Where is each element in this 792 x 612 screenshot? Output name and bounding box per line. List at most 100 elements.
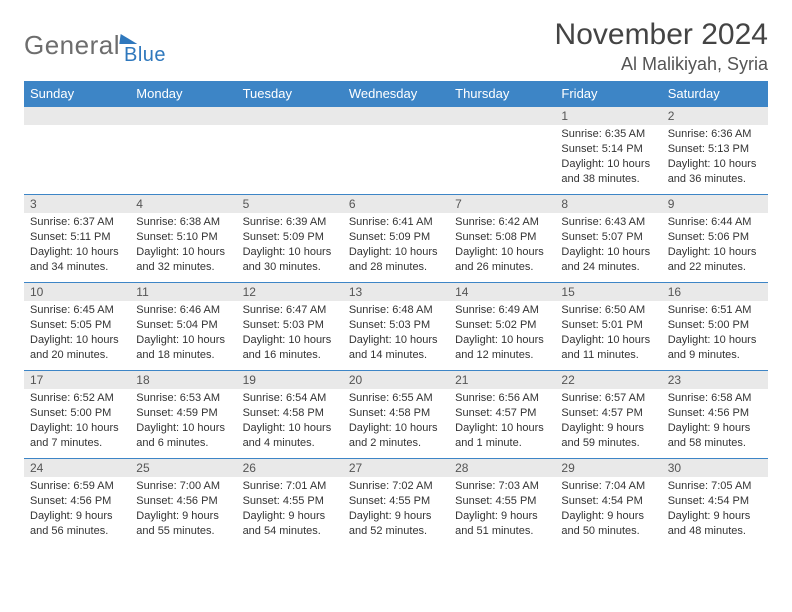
daylight-text: Daylight: 10 hours and 14 minutes. [349, 333, 445, 363]
page-header: General Blue November 2024 Al Malikiyah,… [24, 18, 768, 75]
daylight-text: Daylight: 10 hours and 2 minutes. [349, 421, 445, 451]
day-number: 11 [130, 283, 236, 301]
col-wednesday: Wednesday [343, 81, 449, 107]
sunset-text: Sunset: 4:56 PM [30, 494, 126, 509]
sunset-text: Sunset: 5:03 PM [243, 318, 339, 333]
daylight-text: Daylight: 10 hours and 4 minutes. [243, 421, 339, 451]
sunrise-text: Sunrise: 6:46 AM [136, 303, 232, 318]
daylight-text: Daylight: 10 hours and 24 minutes. [561, 245, 657, 275]
daylight-text: Daylight: 9 hours and 48 minutes. [668, 509, 764, 539]
daylight-text: Daylight: 9 hours and 52 minutes. [349, 509, 445, 539]
daylight-text: Daylight: 10 hours and 12 minutes. [455, 333, 551, 363]
col-thursday: Thursday [449, 81, 555, 107]
logo-text-general: General [24, 30, 120, 61]
calendar-header-row: Sunday Monday Tuesday Wednesday Thursday… [24, 81, 768, 107]
day-number [24, 107, 130, 125]
day-number: 1 [555, 107, 661, 125]
day-details: Sunrise: 6:50 AMSunset: 5:01 PMDaylight:… [555, 301, 661, 366]
daylight-text: Daylight: 9 hours and 50 minutes. [561, 509, 657, 539]
day-number: 8 [555, 195, 661, 213]
day-number: 7 [449, 195, 555, 213]
sunrise-text: Sunrise: 7:01 AM [243, 479, 339, 494]
sunset-text: Sunset: 5:13 PM [668, 142, 764, 157]
day-number [130, 107, 236, 125]
sunset-text: Sunset: 5:09 PM [349, 230, 445, 245]
sunset-text: Sunset: 4:55 PM [349, 494, 445, 509]
sunset-text: Sunset: 4:58 PM [349, 406, 445, 421]
calendar-body: 1 Sunrise: 6:35 AMSunset: 5:14 PM Daylight… [24, 107, 768, 547]
calendar-day-cell: 17Sunrise: 6:52 AMSunset: 5:00 PMDayligh… [24, 371, 130, 459]
day-number [237, 107, 343, 125]
calendar-table: Sunday Monday Tuesday Wednesday Thursday… [24, 81, 768, 547]
sunrise-text: Sunrise: 6:38 AM [136, 215, 232, 230]
day-details: Sunrise: 6:42 AMSunset: 5:08 PMDaylight:… [449, 213, 555, 278]
day-number: 20 [343, 371, 449, 389]
sunrise-text: Sunrise: 6:52 AM [30, 391, 126, 406]
day-details: Sunrise: 7:05 AMSunset: 4:54 PMDaylight:… [662, 477, 768, 542]
day-details: Sunrise: 6:36 AMSunset: 5:13 PMDaylight:… [662, 125, 768, 190]
day-number: 5 [237, 195, 343, 213]
day-number: 18 [130, 371, 236, 389]
calendar-day-cell: 16Sunrise: 6:51 AMSunset: 5:00 PMDayligh… [662, 283, 768, 371]
sunset-text: Sunset: 4:55 PM [243, 494, 339, 509]
sunrise-text: Sunrise: 6:42 AM [455, 215, 551, 230]
day-number: 4 [130, 195, 236, 213]
calendar-day-cell: 28Sunrise: 7:03 AMSunset: 4:55 PMDayligh… [449, 459, 555, 547]
day-details: Sunrise: 7:04 AMSunset: 4:54 PMDaylight:… [555, 477, 661, 542]
daylight-text: Daylight: 10 hours and 20 minutes. [30, 333, 126, 363]
day-number: 3 [24, 195, 130, 213]
day-details: Sunrise: 6:55 AMSunset: 4:58 PMDaylight:… [343, 389, 449, 454]
calendar-day-cell: 8Sunrise: 6:43 AMSunset: 5:07 PMDaylight… [555, 195, 661, 283]
daylight-text: Daylight: 10 hours and 22 minutes. [668, 245, 764, 275]
daylight-text: Daylight: 10 hours and 16 minutes. [243, 333, 339, 363]
calendar-day-cell: 27Sunrise: 7:02 AMSunset: 4:55 PMDayligh… [343, 459, 449, 547]
day-number [343, 107, 449, 125]
day-number: 17 [24, 371, 130, 389]
day-details: Sunrise: 7:00 AMSunset: 4:56 PMDaylight:… [130, 477, 236, 542]
calendar-day-cell: 9Sunrise: 6:44 AMSunset: 5:06 PMDaylight… [662, 195, 768, 283]
day-details: Sunrise: 6:59 AMSunset: 4:56 PMDaylight:… [24, 477, 130, 542]
sunrise-text: Sunrise: 6:35 AM [561, 127, 657, 142]
daylight-text: Daylight: 10 hours and 26 minutes. [455, 245, 551, 275]
calendar-day-cell: 4Sunrise: 6:38 AMSunset: 5:10 PMDaylight… [130, 195, 236, 283]
sunrise-text: Sunrise: 6:44 AM [668, 215, 764, 230]
sunset-text: Sunset: 5:00 PM [668, 318, 764, 333]
calendar-week-row: 17Sunrise: 6:52 AMSunset: 5:00 PMDayligh… [24, 371, 768, 459]
daylight-text: Daylight: 9 hours and 58 minutes. [668, 421, 764, 451]
sunset-text: Sunset: 4:58 PM [243, 406, 339, 421]
day-number: 22 [555, 371, 661, 389]
day-details: Sunrise: 6:39 AMSunset: 5:09 PMDaylight:… [237, 213, 343, 278]
calendar-week-row: 1Sunrise: 6:35 AMSunset: 5:14 PMDaylight… [24, 107, 768, 195]
daylight-text: Daylight: 10 hours and 11 minutes. [561, 333, 657, 363]
location-label: Al Malikiyah, Syria [555, 54, 768, 75]
sunrise-text: Sunrise: 6:47 AM [243, 303, 339, 318]
col-friday: Friday [555, 81, 661, 107]
day-details: Sunrise: 6:49 AMSunset: 5:02 PMDaylight:… [449, 301, 555, 366]
daylight-text: Daylight: 10 hours and 32 minutes. [136, 245, 232, 275]
sunset-text: Sunset: 5:14 PM [561, 142, 657, 157]
day-number: 15 [555, 283, 661, 301]
sunset-text: Sunset: 5:09 PM [243, 230, 339, 245]
calendar-day-cell [343, 107, 449, 195]
calendar-day-cell: 6Sunrise: 6:41 AMSunset: 5:09 PMDaylight… [343, 195, 449, 283]
title-block: November 2024 Al Malikiyah, Syria [555, 18, 768, 75]
day-number: 12 [237, 283, 343, 301]
day-details: Sunrise: 6:45 AMSunset: 5:05 PMDaylight:… [24, 301, 130, 366]
sunset-text: Sunset: 5:10 PM [136, 230, 232, 245]
calendar-day-cell: 5Sunrise: 6:39 AMSunset: 5:09 PMDaylight… [237, 195, 343, 283]
calendar-day-cell: 18Sunrise: 6:53 AMSunset: 4:59 PMDayligh… [130, 371, 236, 459]
calendar-day-cell: 19Sunrise: 6:54 AMSunset: 4:58 PMDayligh… [237, 371, 343, 459]
day-number: 30 [662, 459, 768, 477]
col-sunday: Sunday [24, 81, 130, 107]
calendar-day-cell: 13Sunrise: 6:48 AMSunset: 5:03 PMDayligh… [343, 283, 449, 371]
sunset-text: Sunset: 4:54 PM [561, 494, 657, 509]
sunrise-text: Sunrise: 7:00 AM [136, 479, 232, 494]
day-number: 21 [449, 371, 555, 389]
calendar-day-cell: 26Sunrise: 7:01 AMSunset: 4:55 PMDayligh… [237, 459, 343, 547]
day-details: Sunrise: 6:44 AMSunset: 5:06 PMDaylight:… [662, 213, 768, 278]
day-number: 29 [555, 459, 661, 477]
sunset-text: Sunset: 4:54 PM [668, 494, 764, 509]
calendar-day-cell: 30Sunrise: 7:05 AMSunset: 4:54 PMDayligh… [662, 459, 768, 547]
day-details: Sunrise: 6:38 AMSunset: 5:10 PMDaylight:… [130, 213, 236, 278]
logo: General Blue [24, 18, 166, 67]
